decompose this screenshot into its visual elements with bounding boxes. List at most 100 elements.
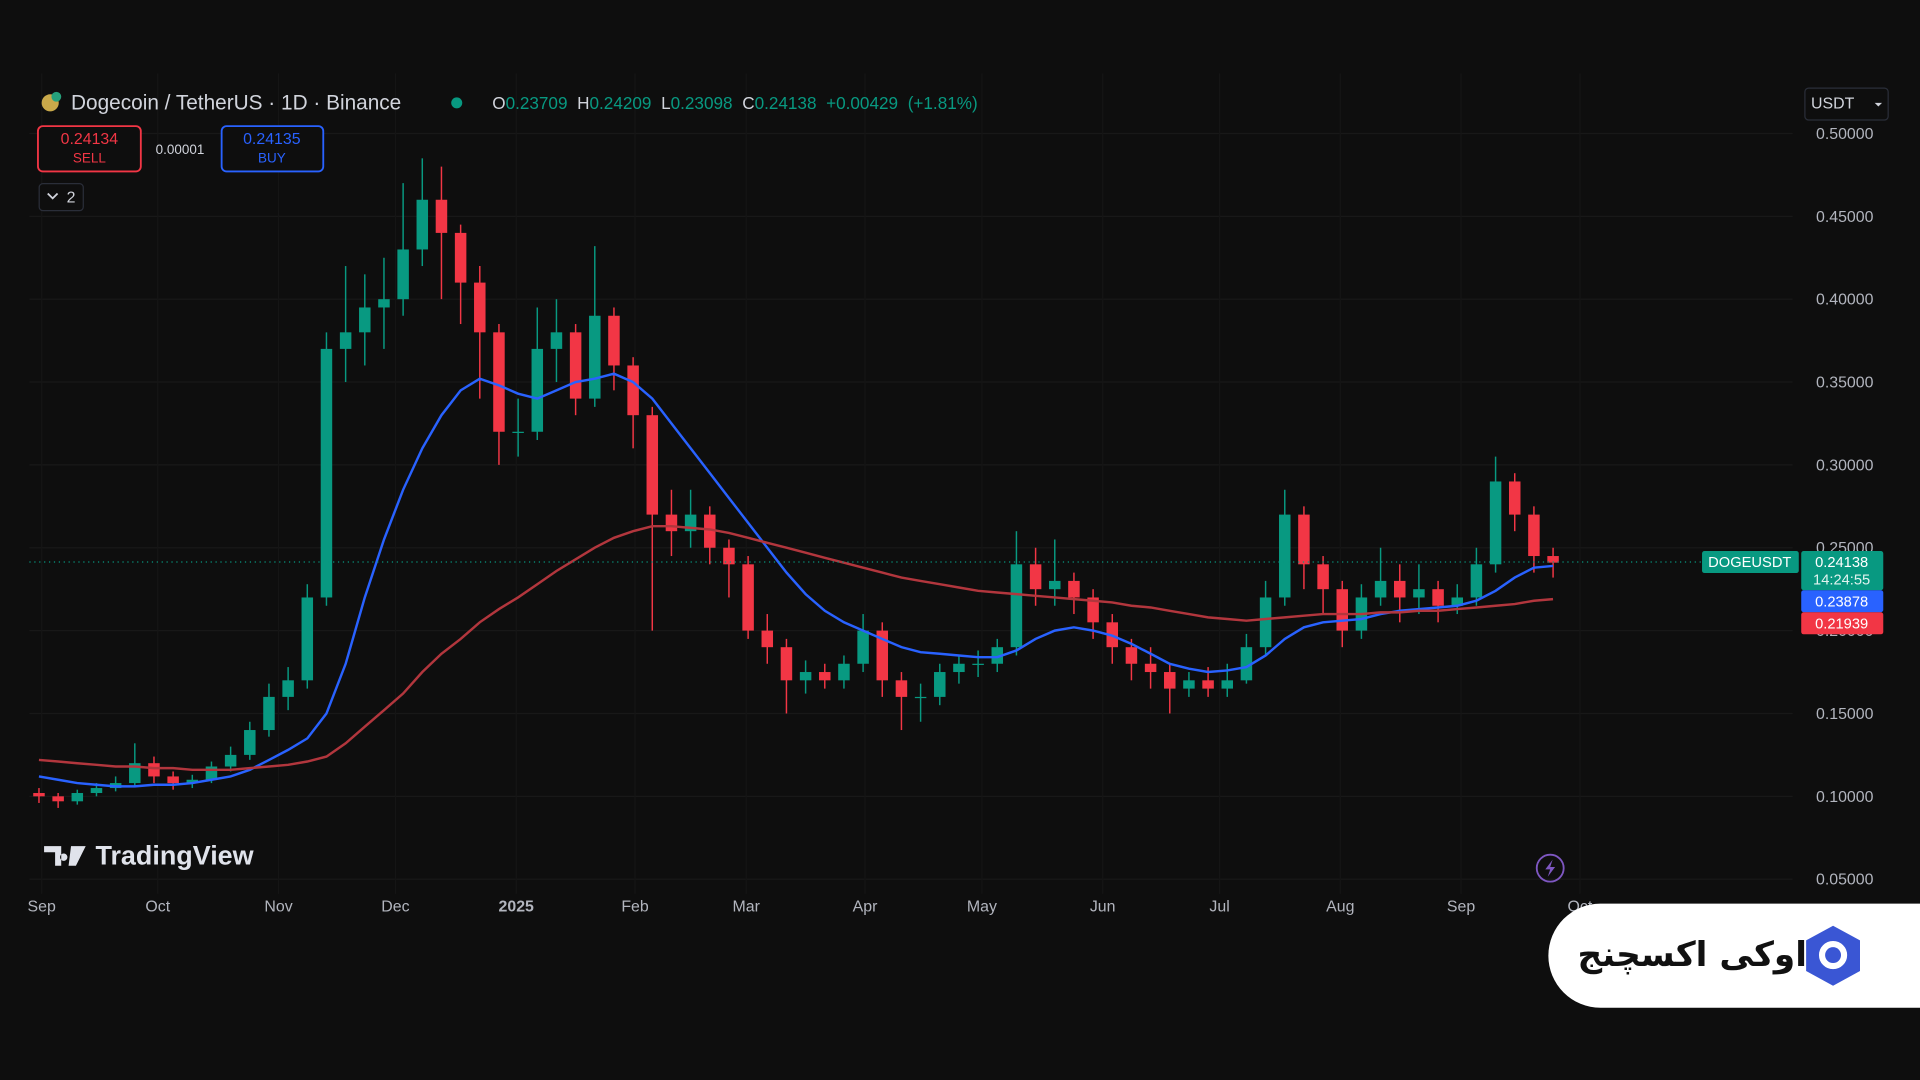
countdown: 14:24:55 xyxy=(1813,572,1870,588)
x-tick-label: Feb xyxy=(621,899,649,916)
candle-body xyxy=(416,199,429,250)
x-tick-label: Jun xyxy=(1090,899,1116,916)
candle-body xyxy=(684,514,697,532)
x-tick-label: 2025 xyxy=(499,899,535,916)
candle-body xyxy=(914,696,927,699)
price-tag xyxy=(1801,551,1884,591)
candle-body xyxy=(627,365,639,416)
candle-body xyxy=(1528,514,1540,557)
candle-body xyxy=(512,431,524,433)
y-tick-label: 0.50000 xyxy=(1816,126,1874,143)
ohlc-legend: O0.23709 H0.24209 L0.23098 C0.24138 +0.0… xyxy=(492,93,977,113)
candle-body xyxy=(129,763,141,784)
ohlc-value: 0.24209 xyxy=(590,93,652,113)
candle-body xyxy=(1489,481,1502,565)
sell-button[interactable]: 0.24134 SELL xyxy=(37,125,142,173)
ma-tag-label: 0.21939 xyxy=(1815,616,1868,632)
candle-body xyxy=(493,332,505,432)
candle-body xyxy=(378,299,390,308)
lightning-icon xyxy=(1545,859,1556,877)
candle-body xyxy=(934,672,946,697)
candle-body xyxy=(550,332,563,349)
buy-price: 0.24135 xyxy=(243,131,301,148)
candle-body xyxy=(1432,589,1444,606)
tv-wordmark: TradingView xyxy=(96,840,254,870)
candle-body xyxy=(531,348,544,432)
change-pct: (+1.81%) xyxy=(908,93,978,113)
candle-body xyxy=(991,647,1004,664)
candle-body xyxy=(1221,680,1234,689)
candle-body xyxy=(1164,672,1176,689)
candle-body xyxy=(205,766,218,780)
candle-body xyxy=(895,680,908,697)
candle-body xyxy=(186,779,199,784)
buy-box[interactable] xyxy=(220,125,325,173)
candle-body xyxy=(1547,556,1559,563)
currency: USDT xyxy=(1811,95,1855,112)
candle-body xyxy=(819,672,831,681)
indicators-box[interactable] xyxy=(38,183,84,212)
candle-body xyxy=(244,730,256,755)
ohlc-value: 0.23098 xyxy=(671,93,733,113)
tv-icon xyxy=(44,846,86,866)
candle-body xyxy=(224,754,237,767)
x-tick-label: Sep xyxy=(1447,899,1475,916)
indicators-toggle[interactable]: 2 xyxy=(38,183,84,212)
ma-tag xyxy=(1801,590,1884,613)
candle-body xyxy=(569,332,582,399)
change: +0.00429 xyxy=(826,93,898,113)
candle-body xyxy=(1240,647,1253,681)
candle-body xyxy=(761,630,774,648)
candle-body xyxy=(33,793,45,797)
candle-body xyxy=(1413,589,1425,598)
ohlc-key: C xyxy=(742,93,754,113)
candle-body xyxy=(799,672,812,681)
candle-body xyxy=(1279,514,1291,598)
watermark-logo-ring xyxy=(1818,941,1848,970)
candle-body xyxy=(742,564,754,631)
currency-box[interactable] xyxy=(1804,87,1889,121)
candle-body xyxy=(1144,663,1157,673)
y-tick-label: 0.15000 xyxy=(1816,706,1874,723)
x-tick-label: Mar xyxy=(732,899,760,916)
y-tick-label: 0.45000 xyxy=(1816,209,1874,226)
candle-body xyxy=(1259,597,1272,648)
candle-body xyxy=(1010,564,1023,648)
candle-body xyxy=(454,232,467,283)
candle-body xyxy=(1183,680,1195,689)
symbol-tag-label: DOGEUSDT xyxy=(1708,555,1791,571)
sell-box[interactable] xyxy=(37,125,142,173)
x-tick-label: Dec xyxy=(381,899,409,916)
candle-body xyxy=(608,315,620,366)
candle-body xyxy=(1202,680,1214,689)
tradingview-logo: TradingView xyxy=(44,840,254,870)
ma-tag xyxy=(1801,612,1884,635)
buy-label: BUY xyxy=(258,151,286,166)
y-tick-label: 0.35000 xyxy=(1816,374,1874,391)
x-tick-label: Apr xyxy=(853,899,878,916)
ohlc-value: 0.24138 xyxy=(755,93,817,113)
candle-body xyxy=(1049,580,1061,590)
candle-body xyxy=(704,514,716,548)
candle-body xyxy=(1374,580,1387,598)
symbol-title: Dogecoin / TetherUS · 1D · Binance xyxy=(71,92,401,115)
candle-body xyxy=(90,788,103,794)
candle-body xyxy=(435,199,448,233)
y-tick-label: 0.05000 xyxy=(1816,872,1874,889)
spread: 0.00001 xyxy=(156,142,205,157)
currency-select[interactable]: USDT xyxy=(1804,87,1889,121)
coin-icon-2 xyxy=(51,91,62,102)
candle-body xyxy=(1508,481,1521,515)
x-tick-label: May xyxy=(967,899,997,916)
lightning-button[interactable] xyxy=(1535,853,1565,883)
candle-body xyxy=(857,630,869,664)
candle-body xyxy=(1087,597,1099,623)
candle-body xyxy=(723,547,735,565)
buy-button[interactable]: 0.24135 BUY xyxy=(220,125,325,173)
candle-body xyxy=(474,282,486,333)
ohlc-key: O xyxy=(492,93,505,113)
watermark-text: اوکی اکسچنج xyxy=(1577,935,1807,975)
candle-body xyxy=(838,663,850,681)
x-tick-label: Nov xyxy=(264,899,292,916)
